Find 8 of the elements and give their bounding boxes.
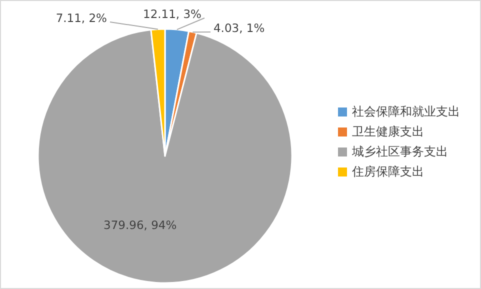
legend-label: 城乡社区事务支出 (351, 144, 448, 158)
legend-label: 卫生健康支出 (352, 124, 424, 138)
legend-label: 住房保障支出 (351, 164, 424, 178)
data-label: 4.03, 1% (213, 21, 265, 36)
data-label: 379.96, 94% (104, 218, 177, 232)
data-label: 12.11, 3% (143, 7, 202, 22)
data-label: 7.11, 2% (56, 11, 108, 26)
legend-label: 社会保障和就业支出 (352, 104, 460, 118)
